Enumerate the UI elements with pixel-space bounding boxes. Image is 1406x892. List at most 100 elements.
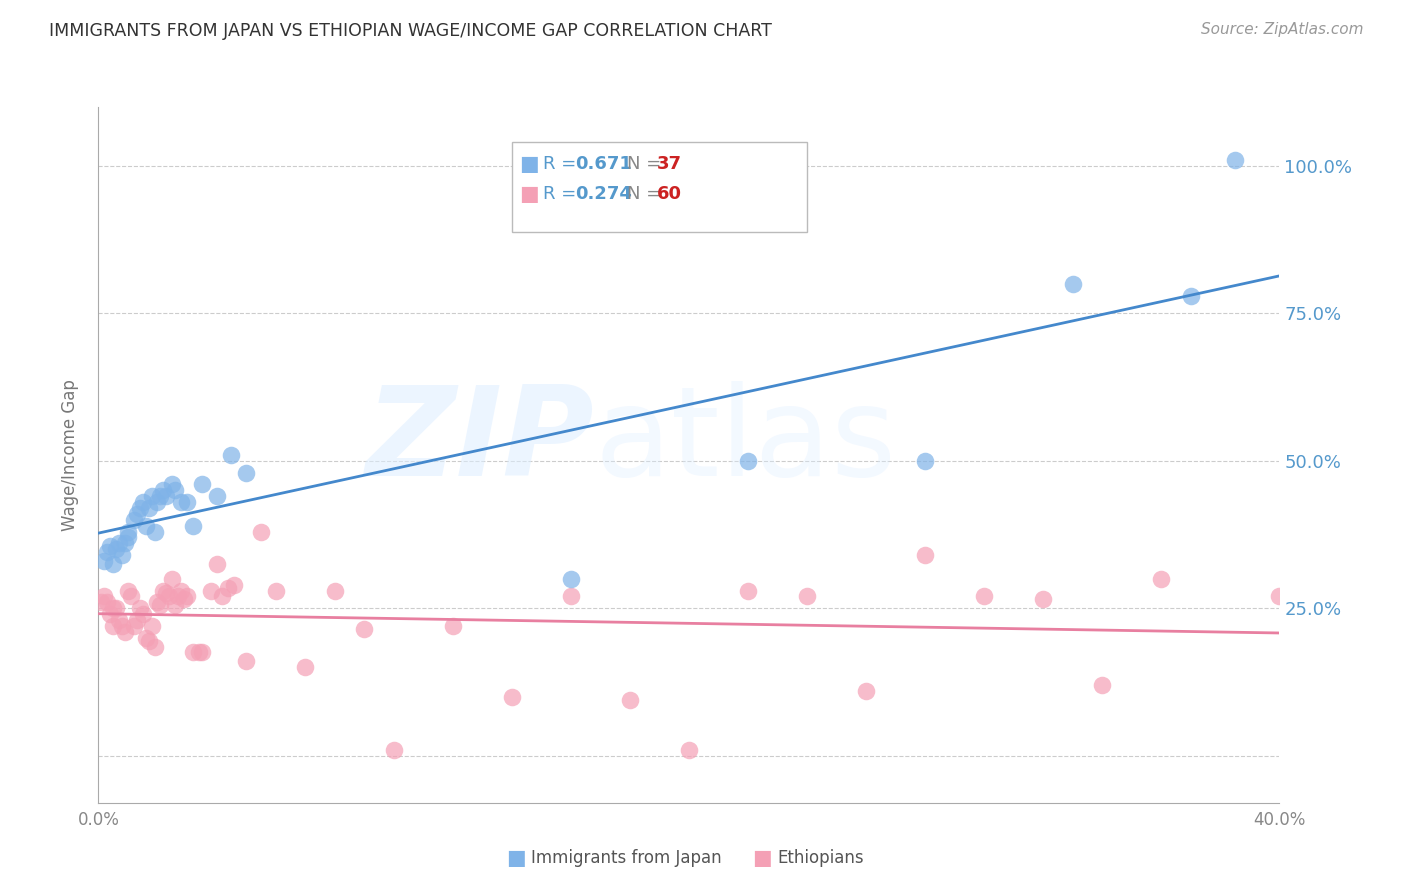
Point: [135, 631, 157, 645]
Point: [560, 590, 582, 604]
Point: [122, 619, 145, 633]
Point: [914, 454, 936, 468]
Point: [973, 590, 995, 604]
Text: ■: ■: [519, 184, 538, 203]
Point: [162, 572, 183, 586]
Point: [155, 586, 177, 600]
Point: [191, 645, 214, 659]
Point: [141, 489, 163, 503]
Point: [1091, 678, 1114, 692]
Point: [441, 619, 464, 633]
Point: [353, 622, 375, 636]
Point: [90, 595, 112, 609]
Text: ■: ■: [752, 848, 772, 868]
Point: [176, 590, 198, 604]
Point: [143, 524, 166, 539]
Point: [111, 548, 134, 562]
Point: [235, 654, 257, 668]
Point: [1223, 153, 1246, 167]
Point: [96, 545, 118, 559]
Point: [128, 601, 150, 615]
Point: [111, 619, 134, 633]
Point: [224, 577, 246, 591]
Point: [138, 633, 160, 648]
Point: [187, 645, 209, 659]
Point: [264, 583, 287, 598]
Point: [117, 531, 139, 545]
Point: [122, 513, 145, 527]
Point: [560, 572, 582, 586]
Point: [155, 489, 177, 503]
Point: [855, 683, 877, 698]
Point: [152, 483, 174, 498]
Point: [149, 599, 172, 613]
Text: N =: N =: [627, 155, 666, 173]
Point: [678, 743, 700, 757]
Point: [1150, 572, 1173, 586]
Point: [108, 536, 131, 550]
Point: [205, 489, 228, 503]
Point: [162, 477, 183, 491]
Point: [117, 583, 139, 598]
Text: ZIP: ZIP: [366, 381, 595, 501]
Point: [152, 583, 174, 598]
Point: [200, 583, 222, 598]
Point: [1180, 289, 1202, 303]
Text: Immigrants from Japan: Immigrants from Japan: [531, 849, 723, 867]
Point: [141, 619, 163, 633]
Point: [93, 554, 115, 568]
Point: [93, 590, 115, 604]
Point: [143, 640, 166, 654]
Text: Ethiopians: Ethiopians: [778, 849, 865, 867]
Point: [191, 477, 214, 491]
Point: [501, 690, 523, 704]
Point: [146, 495, 169, 509]
Point: [737, 583, 759, 598]
Point: [170, 583, 193, 598]
Text: 37: 37: [657, 155, 682, 173]
Point: [211, 590, 233, 604]
Point: [103, 557, 125, 571]
Point: [105, 542, 128, 557]
Text: Source: ZipAtlas.com: Source: ZipAtlas.com: [1201, 22, 1364, 37]
Point: [914, 548, 936, 562]
Point: [114, 536, 136, 550]
Text: R =: R =: [543, 185, 582, 202]
Point: [382, 743, 405, 757]
Point: [117, 524, 139, 539]
Point: [149, 489, 172, 503]
Point: [138, 500, 160, 515]
Point: [165, 599, 187, 613]
Point: [125, 613, 148, 627]
Point: [96, 595, 118, 609]
Point: [173, 592, 195, 607]
Point: [1032, 592, 1054, 607]
Point: [181, 645, 204, 659]
Point: [120, 590, 142, 604]
Point: [98, 607, 121, 621]
Point: [619, 692, 641, 706]
Point: [132, 495, 155, 509]
Point: [103, 619, 125, 633]
Point: [167, 590, 190, 604]
Point: [1268, 590, 1291, 604]
Point: [146, 595, 169, 609]
Point: [105, 601, 128, 615]
Point: [737, 454, 759, 468]
Text: IMMIGRANTS FROM JAPAN VS ETHIOPIAN WAGE/INCOME GAP CORRELATION CHART: IMMIGRANTS FROM JAPAN VS ETHIOPIAN WAGE/…: [49, 22, 772, 40]
Point: [294, 660, 316, 674]
Point: [114, 624, 136, 639]
Point: [157, 590, 180, 604]
Text: ■: ■: [519, 154, 538, 174]
Point: [217, 581, 239, 595]
Point: [1062, 277, 1084, 291]
Text: N =: N =: [627, 185, 666, 202]
Point: [235, 466, 257, 480]
Point: [125, 507, 148, 521]
Text: 0.671: 0.671: [575, 155, 631, 173]
Point: [170, 495, 193, 509]
Point: [181, 518, 204, 533]
Text: R =: R =: [543, 155, 582, 173]
Point: [219, 448, 242, 462]
Point: [135, 518, 157, 533]
